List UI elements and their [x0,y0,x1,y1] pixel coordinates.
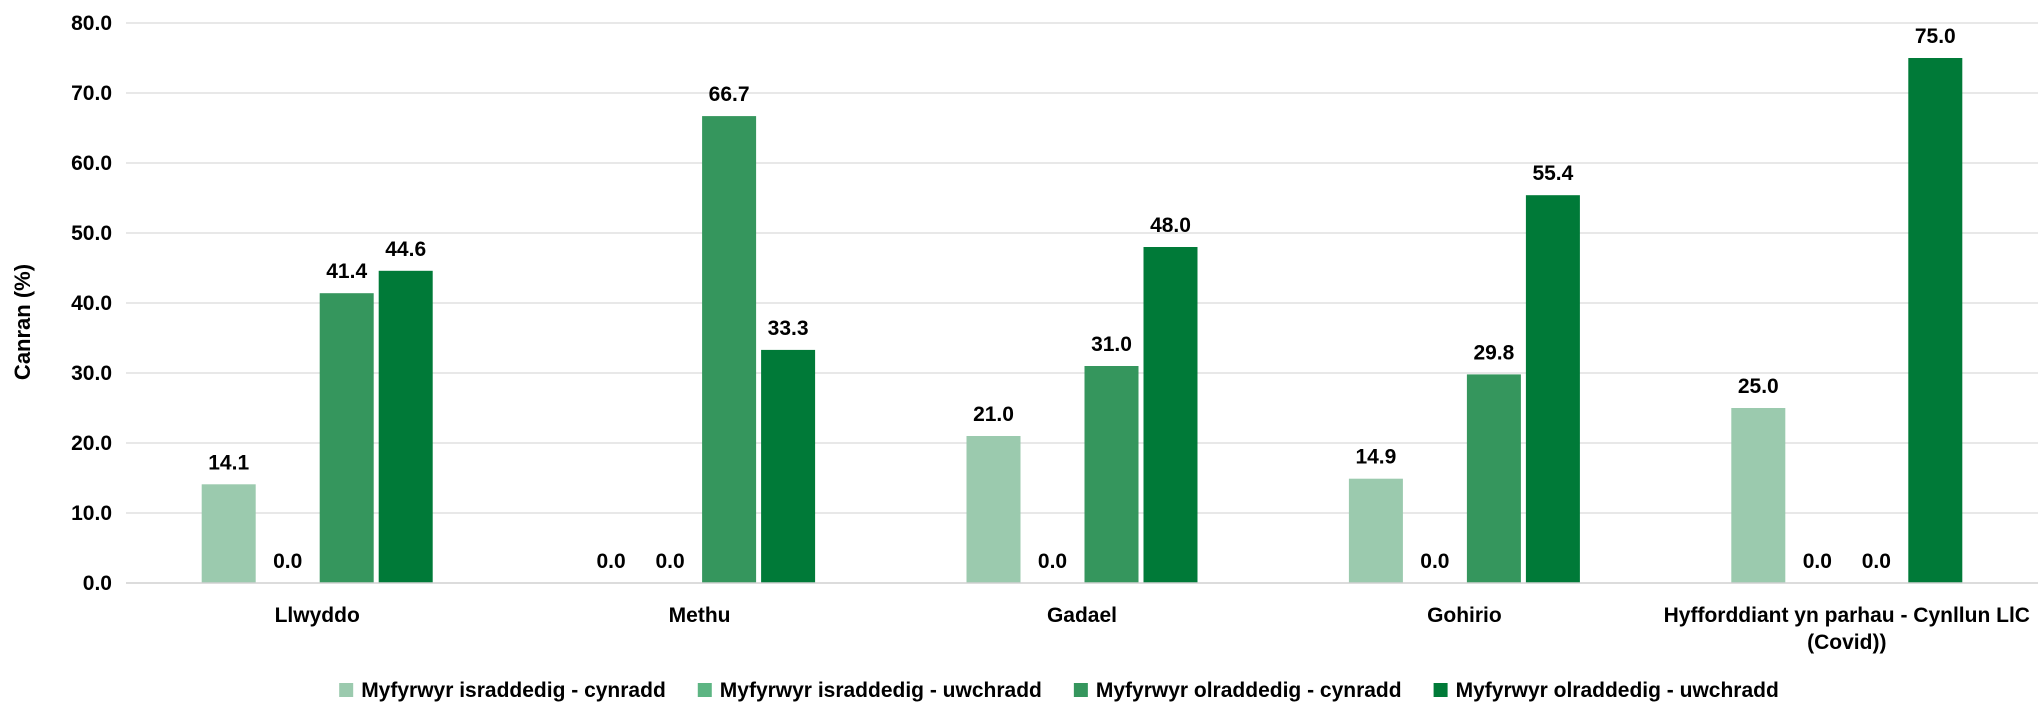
data-label: 0.0 [1803,550,1832,573]
legend-label: Myfyrwyr israddedig - uwchradd [720,679,1042,702]
data-label: 0.0 [596,550,625,573]
bar [1731,408,1786,583]
bar [761,349,816,583]
data-label: 14.1 [208,451,249,474]
data-label: 55.4 [1532,162,1573,185]
y-tick-label: 70.0 [71,82,112,105]
data-label: 0.0 [1862,550,1891,573]
data-label: 0.0 [1038,550,1067,573]
y-tick-label: 0.0 [83,572,112,595]
category-label: Hyfforddiant yn parhau - Cynllun LlC [1664,604,2030,627]
data-label: 75.0 [1915,25,1956,48]
data-label: 21.0 [973,403,1014,426]
y-axis-label: Canran (%) [10,264,35,380]
data-label: 0.0 [655,550,684,573]
data-label: 0.0 [273,550,302,573]
category-label: Gadael [1047,604,1117,627]
bar [1348,478,1403,583]
data-label: 25.0 [1738,375,1779,398]
bar [1908,58,1963,583]
bar [1466,374,1521,583]
legend-swatch [1073,683,1088,697]
legend-swatch [339,683,354,697]
y-tick-label: 60.0 [71,152,112,175]
bar [378,270,433,583]
y-tick-label: 10.0 [71,502,112,525]
bar [1084,366,1139,583]
data-label: 0.0 [1420,550,1449,573]
gridlines [126,22,2038,514]
category-label: (Covid)) [1807,631,1886,654]
data-label: 33.3 [768,317,809,340]
y-tick-label: 40.0 [71,292,112,315]
legend-label: Myfyrwyr olraddedig - cynradd [1096,679,1402,702]
bar [966,436,1021,583]
y-tick-label: 50.0 [71,222,112,245]
data-label: 48.0 [1150,214,1191,237]
data-label: 41.4 [326,260,367,283]
y-tick-label: 80.0 [71,12,112,35]
category-label: Methu [669,604,731,627]
bar [319,293,374,583]
legend-label: Myfyrwyr olraddedig - uwchradd [1456,679,1779,702]
bar [1525,195,1580,583]
bar [201,484,256,583]
legend: Myfyrwyr israddedig - cynradd Myfyrwyr is… [339,679,1779,702]
y-tick-label: 30.0 [71,362,112,385]
bar [1143,247,1198,583]
legend-swatch [697,683,712,697]
data-label: 31.0 [1091,333,1132,356]
legend-label: Myfyrwyr israddedig - cynradd [361,679,666,702]
x-axis-categories: Llwyddo Methu Gadael Gohirio Hyfforddiant yn… [275,604,2030,654]
y-tick-label: 20.0 [71,432,112,455]
data-label: 66.7 [709,83,750,106]
legend-swatch [1433,683,1448,697]
data-labels: 14.1 0.0 41.4 44.6 0.0 0.0 66.7 33.3 21.0 0.0 31.0… [208,25,1955,573]
data-label: 44.6 [385,238,426,261]
data-label: 14.9 [1355,446,1396,469]
category-label: Llwyddo [275,604,360,627]
category-label: Gohirio [1427,604,1502,627]
bar [702,116,757,583]
bars [201,58,1963,583]
data-label: 29.8 [1473,341,1514,364]
y-axis-ticks: 0.0 10.0 20.0 30.0 40.0 50.0 60.0 70.0 80.0 [71,12,112,595]
